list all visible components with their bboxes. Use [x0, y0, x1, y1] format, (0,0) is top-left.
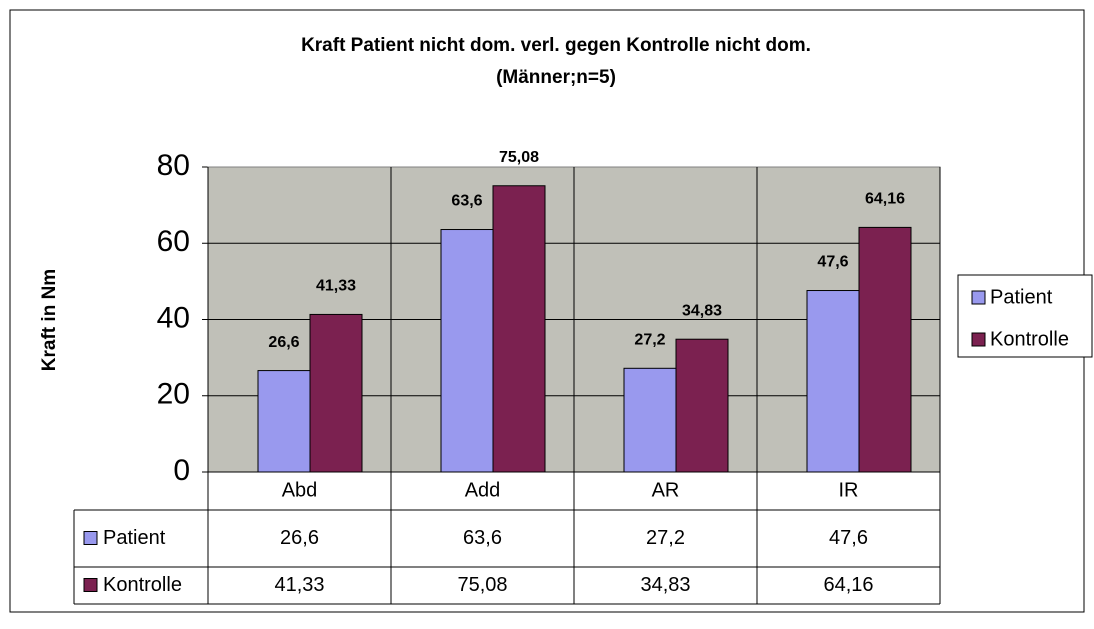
data-label: 47,6: [817, 254, 848, 271]
table-cell: 75,08: [457, 574, 507, 596]
x-tick-label: IR: [839, 479, 859, 501]
table-cell: 26,6: [280, 527, 319, 549]
bar: [806, 290, 860, 473]
bar: [623, 367, 677, 473]
table-legend-marker: [83, 578, 98, 592]
y-axis-label: Kraft in Nm: [39, 269, 60, 371]
x-tick-label: AR: [652, 479, 680, 501]
table-legend-marker: [83, 531, 98, 545]
chart-title: Kraft Patient nicht dom. verl. gegen Kon…: [301, 35, 811, 56]
y-tick-label: 40: [157, 301, 190, 334]
y-tick-label: 80: [157, 149, 190, 182]
data-label: 27,2: [634, 332, 665, 349]
bar: [675, 338, 729, 473]
y-tick-label: 20: [157, 378, 190, 411]
bar: [492, 185, 546, 473]
chart-subtitle: (Männer;n=5): [496, 67, 616, 88]
bar: [858, 226, 912, 473]
table-cell: 34,83: [640, 574, 690, 596]
data-label: 41,33: [316, 278, 356, 295]
legend-marker: [971, 290, 986, 305]
bar: [257, 370, 311, 473]
data-label: 64,16: [865, 191, 905, 208]
legend-label: Kontrolle: [990, 328, 1069, 350]
bar: [440, 229, 494, 473]
table-cell: 64,16: [823, 574, 873, 596]
table-cell: 41,33: [274, 574, 324, 596]
y-tick-label: 60: [157, 225, 190, 258]
data-label: 75,08: [499, 149, 539, 166]
table-row-label: Kontrolle: [103, 574, 182, 596]
data-label: 34,83: [682, 302, 722, 319]
legend-marker: [971, 332, 986, 347]
table-cell: 63,6: [463, 527, 502, 549]
table-cell: 27,2: [646, 527, 685, 549]
x-tick-label: Add: [465, 479, 501, 501]
bar: [309, 313, 363, 473]
data-label: 63,6: [451, 193, 482, 210]
data-label: 26,6: [268, 334, 299, 351]
table-row-label: Patient: [103, 527, 166, 549]
x-tick-label: Abd: [282, 479, 318, 501]
table-cell: 47,6: [829, 527, 868, 549]
y-tick-label: 0: [173, 454, 190, 487]
legend-label: Patient: [990, 286, 1053, 308]
